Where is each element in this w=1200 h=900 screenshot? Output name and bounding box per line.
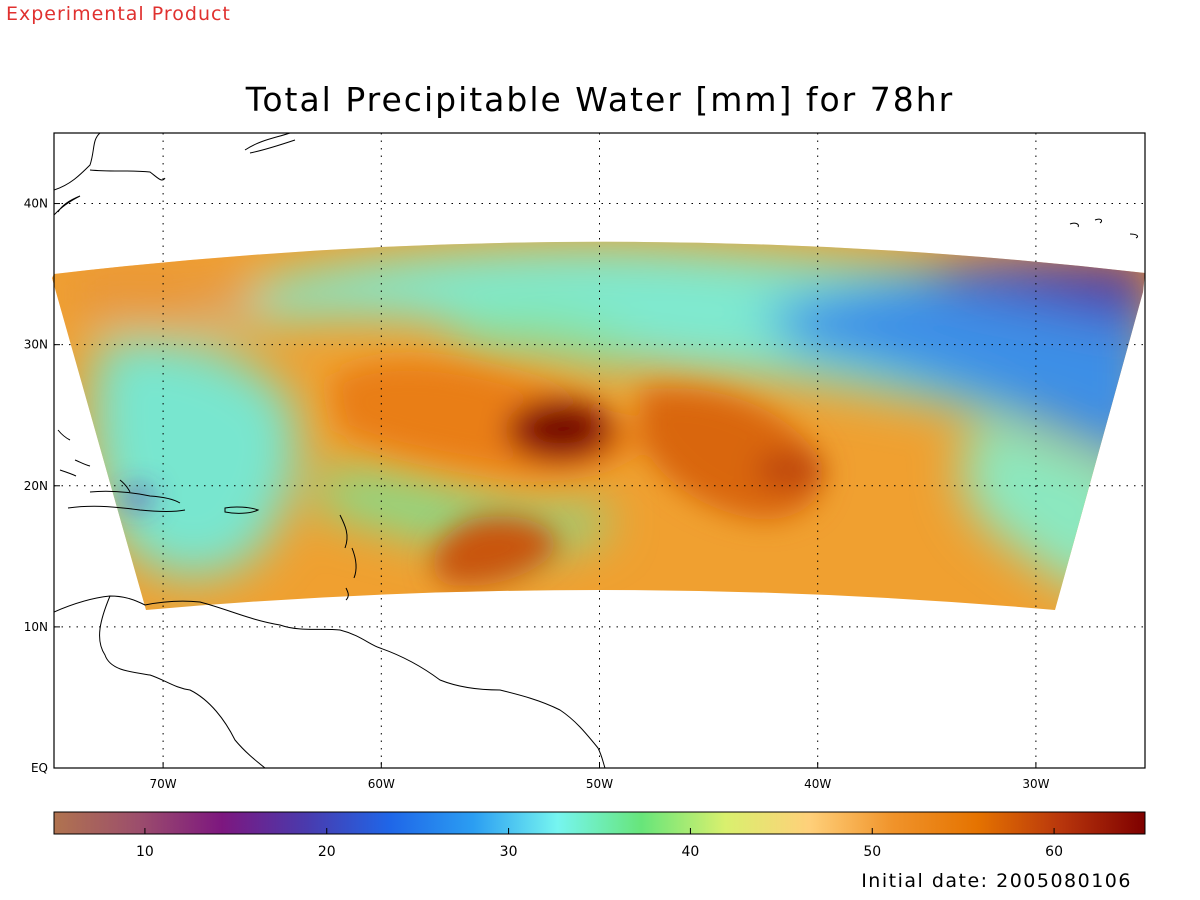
colorbar-tick-label: 10 [136, 844, 154, 860]
colorbar-tick-label: 50 [863, 844, 881, 860]
coastlines [54, 133, 1139, 768]
colorbar-tick-label: 20 [318, 844, 336, 860]
colorbar-tick-label: 60 [1045, 844, 1063, 860]
lon-tick-label: 40W [804, 777, 831, 791]
coastline-north-america [54, 133, 166, 216]
lon-tick-label: 60W [368, 777, 395, 791]
coastline-puerto-rico [224, 506, 260, 514]
lat-tick-label: 40N [24, 197, 48, 211]
lon-tick-label: 50W [586, 777, 613, 791]
map-axes: 70W 60W 50W 40W 30W EQ 10N 20N 30N 40N [24, 197, 1050, 791]
dotted-graticule [54, 133, 1145, 768]
coastline-nova-scotia [244, 133, 296, 154]
coastline-hispaniola [67, 479, 186, 512]
lat-tick-label: 10N [24, 620, 48, 634]
map-title: Total Precipitable Water [mm] for 78hr [245, 80, 955, 119]
colorbar-ticks: 10 20 30 40 50 60 [136, 828, 1063, 860]
colorbar [53, 811, 1146, 835]
experimental-product-label: Experimental Product [6, 3, 231, 25]
lon-tick-label: 70W [150, 777, 177, 791]
lat-tick-label: 30N [24, 338, 48, 352]
coastline-azores [1069, 218, 1139, 239]
coastline-south-america [54, 595, 606, 768]
lat-tick-label: 20N [24, 479, 48, 493]
colorbar-tick-label: 30 [500, 844, 518, 860]
lat-tick-label: EQ [31, 761, 48, 775]
lon-tick-label: 30W [1022, 777, 1049, 791]
initial-date-label: Initial date: 2005080106 [861, 870, 1132, 892]
precipitable-water-field [52, 241, 1145, 610]
coastline-cuba-bahamas [57, 429, 91, 477]
colorbar-tick-label: 40 [682, 844, 700, 860]
coastline-lesser-antilles [339, 514, 357, 601]
